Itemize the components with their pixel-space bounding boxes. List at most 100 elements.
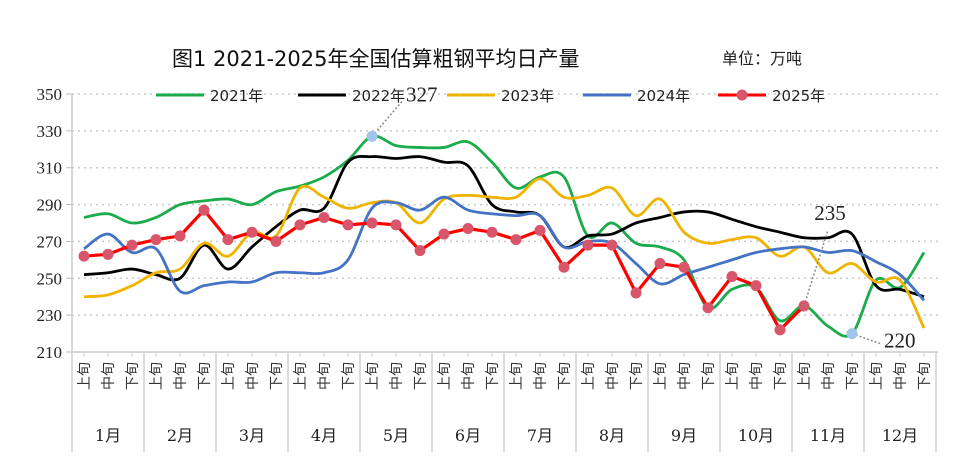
x-tick-label: 中旬 [461,362,477,390]
leader-line [803,229,829,307]
x-tick-label: 上旬 [365,362,381,390]
data-point [78,250,90,262]
data-point [582,239,594,251]
month-label: 12月 [882,426,918,445]
series-line [83,177,926,329]
x-tick-label: 下旬 [917,362,933,390]
data-point [462,223,474,235]
data-point [486,226,498,238]
data-point [606,239,618,251]
series-2021年 [83,134,926,338]
data-label: 327 [406,82,438,106]
x-tick-label: 下旬 [269,362,285,390]
x-tick-label: 上旬 [725,362,741,390]
legend-label: 2025年 [772,87,825,105]
series-line [83,195,926,302]
data-point [702,302,714,314]
x-tick-label: 下旬 [413,362,429,390]
month-label: 7月 [527,426,553,445]
month-label: 2月 [167,426,193,445]
legend-label: 2024年 [637,87,690,105]
legend-label: 2023年 [501,87,554,105]
data-point [414,245,426,257]
x-tick-label: 上旬 [653,362,669,390]
x-tick-label: 中旬 [317,362,333,390]
series-line [83,155,925,299]
month-label: 3月 [239,426,265,445]
x-tick-label: 下旬 [197,362,213,390]
x-tick-label: 下旬 [557,362,573,390]
series-2023年 [83,177,926,329]
x-tick-label: 下旬 [701,362,717,390]
legend-label: 2021年 [210,87,263,105]
month-label: 9月 [671,426,697,445]
data-point [510,234,522,246]
y-tick-label: 210 [37,343,63,362]
x-tick-label: 下旬 [773,362,789,390]
data-point [390,219,402,231]
data-point [774,324,786,336]
y-tick-label: 350 [37,85,63,104]
data-point [654,258,666,270]
series-2022年 [83,155,925,299]
month-label: 6月 [455,426,481,445]
data-point [678,261,690,273]
y-tick-label: 250 [37,269,63,288]
y-tick-label: 310 [37,159,63,178]
data-point [558,261,570,273]
x-tick-label: 中旬 [245,362,261,390]
data-point [342,219,354,231]
x-tick-label: 上旬 [77,362,93,390]
chart-title: 图1 2021-2025年全国估算粗钢平均日产量 [172,47,580,71]
data-point [630,287,642,299]
month-label: 8月 [599,426,625,445]
data-point [318,211,330,223]
month-label: 10月 [738,426,774,445]
x-tick-label: 上旬 [581,362,597,390]
x-tick-label: 中旬 [173,362,189,390]
data-point [126,239,138,251]
x-tick-label: 下旬 [629,362,645,390]
x-tick-label: 中旬 [677,362,693,390]
data-point [270,235,282,247]
data-point [102,248,114,260]
x-tick-label: 中旬 [749,362,765,390]
x-tick-label: 上旬 [221,362,237,390]
highlight-marker [846,328,858,340]
data-point [198,204,210,216]
legend-label: 2022年 [352,87,405,105]
data-point [726,270,738,282]
x-tick-label: 上旬 [437,362,453,390]
month-label: 5月 [383,426,409,445]
highlight-marker [366,130,378,142]
legend-marker [736,89,748,101]
month-label: 4月 [311,426,337,445]
data-point [294,219,306,231]
data-point [366,217,378,229]
x-tick-label: 下旬 [485,362,501,390]
x-tick-label: 下旬 [845,362,861,390]
x-tick-label: 上旬 [293,362,309,390]
data-point [222,234,234,246]
data-point [438,228,450,240]
month-label: 11月 [810,426,846,445]
chart-unit: 单位：万吨 [722,49,802,68]
y-tick-label: 230 [37,306,63,325]
x-tick-label: 中旬 [533,362,549,390]
data-point [150,234,162,246]
x-tick-label: 中旬 [389,362,405,390]
series-line [83,134,926,338]
x-tick-label: 下旬 [341,362,357,390]
x-tick-label: 中旬 [605,362,621,390]
data-label: 220 [884,329,916,353]
x-tick-label: 上旬 [797,362,813,390]
data-point [246,226,258,238]
month-label: 1月 [95,426,121,445]
x-tick-label: 上旬 [869,362,885,390]
data-point [174,230,186,242]
y-tick-label: 270 [37,232,63,251]
x-tick-label: 上旬 [509,362,525,390]
series-2024年 [83,195,926,302]
x-tick-label: 中旬 [893,362,909,390]
